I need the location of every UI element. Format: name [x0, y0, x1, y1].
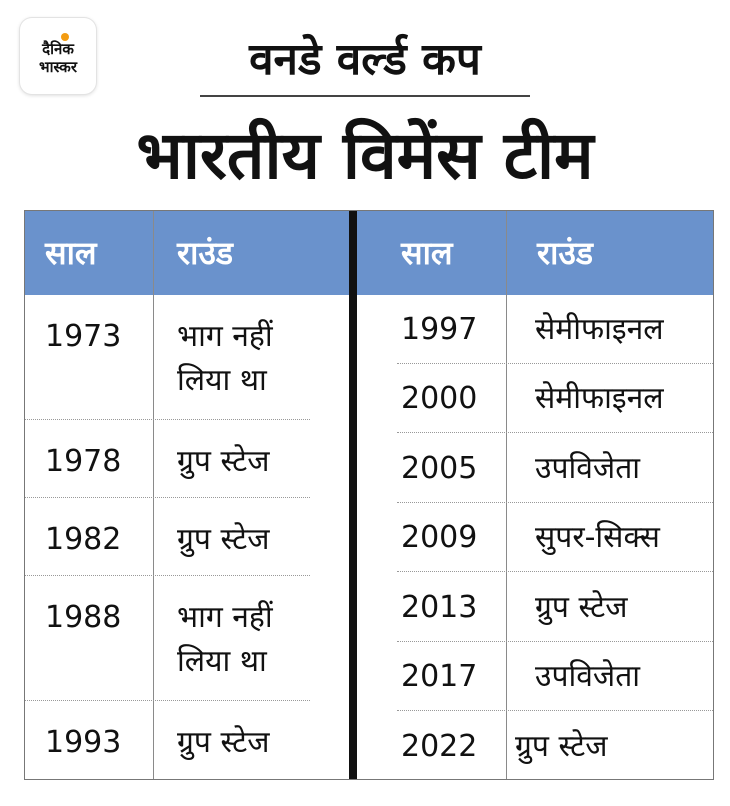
year-cell: 2000: [401, 381, 478, 416]
round-text-line: भाग नहीं: [177, 600, 273, 635]
table-row: 1993 ग्रुप स्टेज: [25, 701, 310, 779]
table-row: 1988 भाग नहीं लिया था: [25, 576, 310, 701]
left-header-band: साल राउंड: [25, 211, 349, 295]
year-cell: 1988: [45, 600, 122, 635]
dainik-bhaskar-logo: दैनिक भास्कर: [20, 18, 96, 94]
page-title: भारतीय विमेंस टीम: [136, 117, 594, 194]
round-cell: ग्रुप स्टेज: [177, 721, 270, 765]
world-cup-table: साल राउंड साल राउंड 1973 भाग नहीं लिया था 1…: [24, 210, 714, 780]
round-cell: भाग नहीं लिया था: [177, 315, 273, 403]
logo-line-1: दैनिक: [42, 40, 74, 58]
row-separator: [25, 497, 310, 498]
table-row: 2022 ग्रुप स्टेज: [397, 712, 713, 779]
table-row: 1973 भाग नहीं लिया था: [25, 295, 310, 420]
round-cell: सेमीफाइनल: [535, 381, 664, 416]
right-header-band: साल राउंड: [357, 211, 713, 295]
row-separator: [397, 641, 713, 642]
row-separator: [397, 571, 713, 572]
year-cell: 1982: [45, 522, 122, 557]
row-separator: [397, 363, 713, 364]
right-column-divider: [506, 211, 507, 779]
table-row: 2000 सेमीफाइनल: [397, 364, 713, 433]
left-column-divider: [153, 211, 154, 779]
round-cell: ग्रुप स्टेज: [177, 440, 270, 484]
round-text-line: भाग नहीं: [177, 319, 273, 354]
table-row: 2017 उपविजेता: [397, 642, 713, 711]
row-separator: [25, 700, 310, 701]
left-round-header: राउंड: [177, 234, 234, 272]
year-cell: 1978: [45, 444, 122, 479]
table-row: 2013 ग्रुप स्टेज: [397, 573, 713, 642]
page-subtitle: वनडे वर्ल्ड कप: [249, 34, 481, 85]
right-year-header: साल: [401, 234, 453, 272]
table-row: 2009 सुपर-सिक्स: [397, 503, 713, 572]
year-cell: 1973: [45, 319, 122, 354]
row-separator: [25, 419, 310, 420]
round-text-line: ग्रुप स्टेज: [177, 444, 270, 479]
year-cell: 2009: [401, 520, 478, 555]
round-text-line: ग्रुप स्टेज: [177, 522, 270, 557]
year-cell: 1993: [45, 725, 122, 760]
sun-icon: [61, 33, 69, 41]
logo-line-2: भास्कर: [39, 58, 77, 76]
year-cell: 1997: [401, 312, 478, 347]
round-cell: ग्रुप स्टेज: [535, 590, 628, 625]
round-text-line: लिया था: [177, 644, 267, 679]
table-row: 1978 ग्रुप स्टेज: [25, 420, 310, 498]
row-separator: [25, 575, 310, 576]
round-cell: उपविजेता: [535, 451, 641, 486]
round-cell: उपविजेता: [535, 659, 641, 694]
round-cell: सुपर-सिक्स: [535, 520, 660, 555]
year-cell: 2017: [401, 659, 478, 694]
table-row: 2005 उपविजेता: [397, 434, 713, 503]
row-separator: [397, 432, 713, 433]
round-text-line: ग्रुप स्टेज: [177, 725, 270, 760]
round-cell: सेमीफाइनल: [535, 312, 664, 347]
row-separator: [397, 710, 713, 711]
round-cell: ग्रुप स्टेज: [177, 518, 270, 562]
round-cell: भाग नहीं लिया था: [177, 596, 273, 684]
round-cell: ग्रुप स्टेज: [515, 729, 608, 764]
round-text-line: लिया था: [177, 363, 267, 398]
subtitle-underline: [200, 95, 530, 97]
year-cell: 2005: [401, 451, 478, 486]
year-cell: 2022: [401, 729, 478, 764]
right-round-header: राउंड: [537, 234, 594, 272]
left-year-header: साल: [45, 234, 97, 272]
table-row: 1982 ग्रुप स्टेज: [25, 498, 310, 576]
year-cell: 2013: [401, 590, 478, 625]
center-divider: [349, 211, 357, 779]
table-row: 1997 सेमीफाइनल: [397, 295, 713, 364]
row-separator: [397, 502, 713, 503]
